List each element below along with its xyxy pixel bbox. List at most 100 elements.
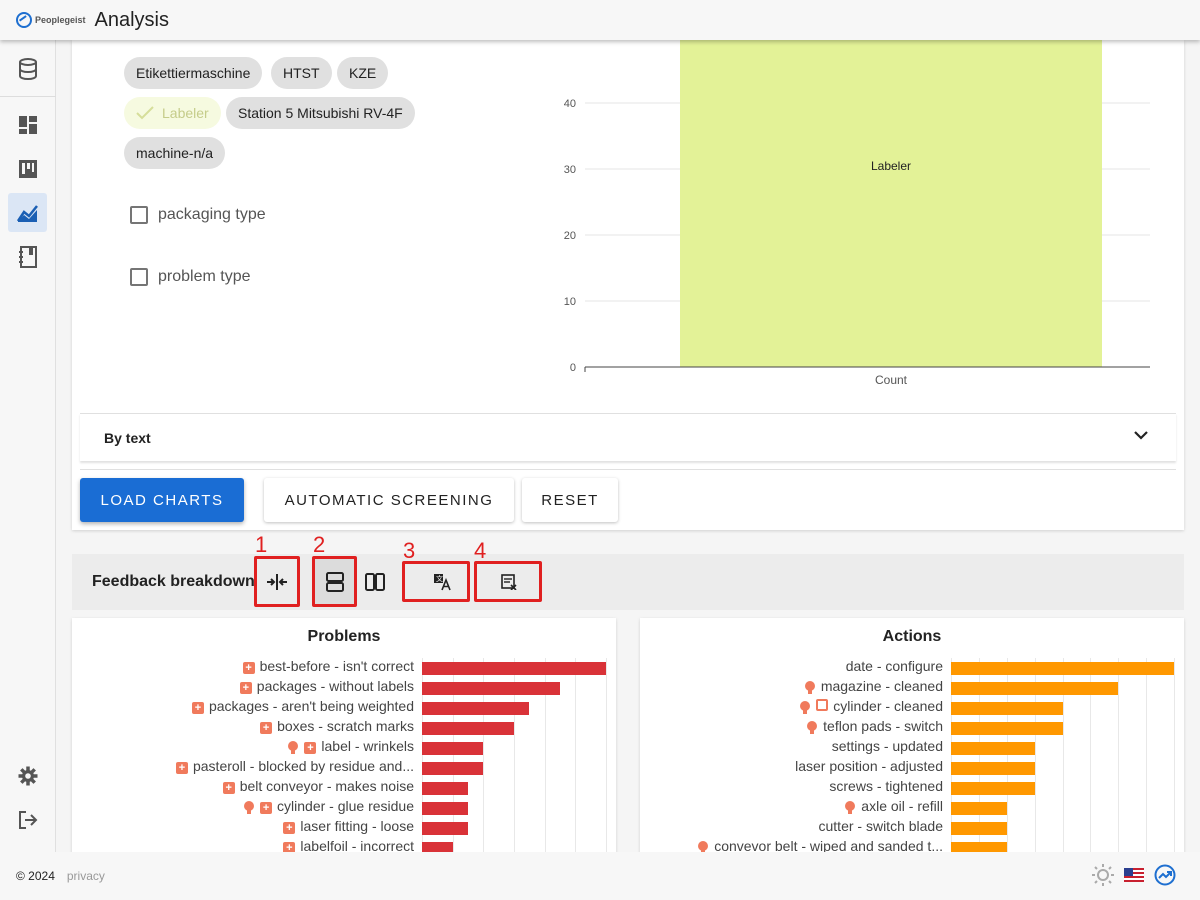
bar-label-text: best-before - isn't correct (259, 658, 414, 674)
bar-label: date - configure (846, 658, 943, 674)
idea-bulb-icon (800, 701, 811, 714)
plus-icon: + (283, 822, 296, 834)
sidebar-item-logout[interactable] (8, 800, 47, 839)
bar-row[interactable]: teflon pads - switch (640, 717, 1184, 737)
bar-row[interactable]: + pasteroll - blocked by residue and... (72, 757, 616, 777)
footer-actions (1092, 864, 1176, 886)
by-text-accordion[interactable]: By text (80, 413, 1176, 461)
bar-row[interactable]: screws - tightened (640, 777, 1184, 797)
y-tick-label: 0 (570, 362, 576, 374)
annotation-box-1 (254, 556, 300, 607)
idea-bulb-icon (244, 801, 255, 814)
collapse-width-button[interactable] (257, 558, 297, 606)
bar-row[interactable]: + cylinder - glue residue (72, 797, 616, 817)
bar-row[interactable]: + best-before - isn't correct (72, 657, 616, 677)
bar-row[interactable]: + packages - without labels (72, 677, 616, 697)
problem-type-checkbox[interactable]: problem type (130, 268, 251, 286)
chip-htst[interactable]: HTST (271, 57, 332, 89)
bar-label-text: teflon pads - switch (823, 718, 943, 734)
bar-row[interactable]: axle oil - refill (640, 797, 1184, 817)
bar-label-text: packages - without labels (256, 678, 414, 694)
chip-kze[interactable]: KZE (337, 57, 389, 89)
count-chart: 0 10 20 30 40 Labeler Count (564, 40, 1150, 387)
filter-section: Etikettiermaschine HTST KZE Labeler Stat… (80, 40, 1176, 413)
bar-label: cutter - switch blade (819, 818, 944, 834)
annotation-box-4 (474, 561, 542, 602)
bar (951, 742, 1035, 755)
bar (951, 702, 1063, 715)
us-flag-icon[interactable] (1124, 868, 1144, 882)
clear-text-icon (501, 574, 517, 590)
bar (951, 722, 1063, 735)
privacy-link[interactable]: privacy (66, 869, 105, 883)
section-title: Feedback breakdown (92, 573, 255, 590)
bar-label: + pasteroll - blocked by residue and... (175, 758, 414, 774)
bar-row[interactable]: settings - updated (640, 737, 1184, 757)
automatic-screening-button[interactable]: AUTOMATIC SCREENING (264, 478, 514, 522)
theme-toggle-icon[interactable] (1092, 864, 1114, 886)
grid-line (978, 658, 980, 858)
bar-row[interactable]: + label - wrinkels (72, 737, 616, 757)
bar-row[interactable]: cylinder - cleaned (640, 697, 1184, 717)
brand[interactable]: Peoplegeist (16, 12, 86, 28)
bar-label-text: screws - tightened (829, 778, 943, 794)
chip-machine-na[interactable]: machine-n/a (124, 137, 226, 169)
packaging-type-checkbox[interactable]: packaging type (130, 206, 266, 224)
columns-layout-button[interactable] (355, 558, 395, 606)
chip-station-5[interactable]: Station 5 Mitsubishi RV-4F (226, 97, 415, 129)
analytics-icon (16, 204, 38, 222)
bar (422, 682, 560, 695)
y-tick-label: 40 (564, 98, 576, 110)
sidebar-item-settings[interactable] (8, 756, 47, 795)
sidebar-item-analysis[interactable] (8, 193, 47, 232)
bar-label-text: laser fitting - loose (300, 818, 414, 834)
annotation-label-3: 3 (403, 538, 416, 563)
idea-bulb-icon (807, 721, 818, 734)
sidebar-item-dashboard[interactable] (8, 105, 47, 144)
checkbox-label: problem type (158, 268, 251, 285)
bar-row[interactable]: + packages - aren't being weighted (72, 697, 616, 717)
translate-button[interactable]: 文 (416, 558, 468, 606)
stacked-layout-button[interactable] (315, 558, 355, 606)
plus-icon: + (242, 662, 255, 674)
bar-label-text: cylinder - glue residue (277, 798, 414, 814)
bar-row[interactable]: convevor belt - wiped and sanded t... (640, 837, 1184, 857)
bar-row[interactable]: + belt conveyor - makes noise (72, 777, 616, 797)
bar-label: + cylinder - glue residue (244, 798, 414, 814)
peoplegeist-logo-icon[interactable] (1154, 864, 1176, 886)
bar-label-text: pasteroll - blocked by residue and... (192, 758, 414, 774)
plus-icon: + (239, 682, 252, 694)
chip-etikettiermaschine[interactable]: Etikettiermaschine (124, 57, 263, 89)
bar-row[interactable]: date - configure (640, 657, 1184, 677)
sidebar-item-notebook[interactable] (8, 237, 47, 276)
grid-line (1174, 658, 1175, 858)
bar (422, 722, 514, 735)
bar-label: axle oil - refill (845, 798, 943, 814)
bar-row[interactable]: + laser fitting - loose (72, 817, 616, 837)
sidebar (0, 40, 56, 852)
bar (422, 802, 468, 815)
copyright: © 2024 (16, 869, 55, 883)
clear-text-button[interactable] (480, 558, 538, 606)
load-charts-button[interactable]: LOAD CHARTS (80, 478, 244, 522)
annotation-label-1: 1 (255, 532, 268, 557)
sidebar-item-board[interactable] (8, 149, 47, 188)
idea-bulb-icon (845, 801, 856, 814)
bar-label-text: cutter - switch blade (818, 818, 944, 834)
bar-row[interactable]: magazine - cleaned (640, 677, 1184, 697)
bar-row[interactable]: + labelfoil - incorrect (72, 837, 616, 857)
chip-labeler-selected[interactable]: Labeler (124, 97, 221, 129)
bar-row[interactable]: cutter - switch blade (640, 817, 1184, 837)
divider (80, 469, 1176, 470)
y-tick-label: 30 (564, 164, 576, 176)
bar-row[interactable]: + boxes - scratch marks (72, 717, 616, 737)
check-icon (136, 106, 154, 120)
bar-row[interactable]: laser position - adjusted (640, 757, 1184, 777)
grid-line (483, 658, 485, 858)
y-tick-label: 20 (564, 230, 576, 242)
annotation-box-3 (402, 561, 470, 602)
sidebar-item-database[interactable] (8, 49, 47, 88)
reset-button[interactable]: RESET (522, 478, 618, 522)
brand-name: Peoplegeist (35, 15, 86, 25)
width-collapse-icon (267, 574, 287, 590)
